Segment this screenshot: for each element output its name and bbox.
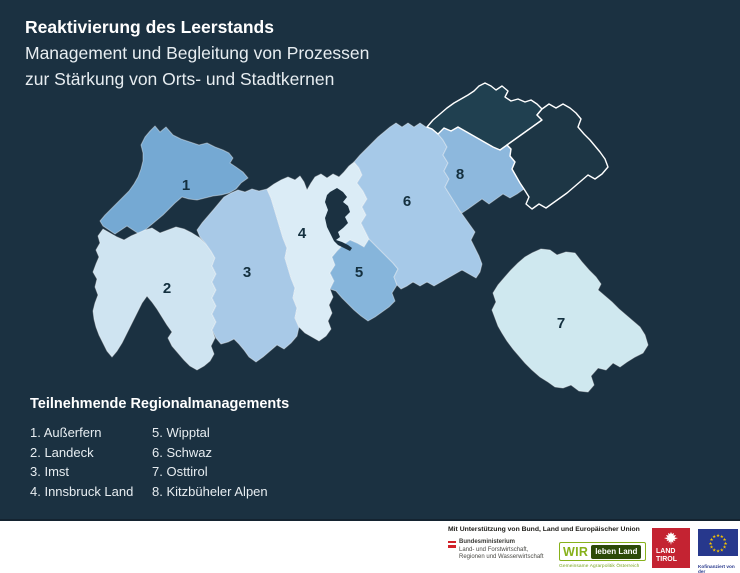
legend-item-landeck: 2. Landeck: [30, 444, 94, 460]
map-label-2: 2: [163, 280, 171, 297]
ministry-name: Bundesministerium: [459, 539, 516, 545]
map-label-4: 4: [298, 225, 307, 242]
support-statement: Mit Unterstützung von Bund, Land und Eur…: [448, 526, 640, 533]
legend: Teilnehmende Regionalmanagements 1. Auße…: [30, 396, 289, 501]
map-label-6: 6: [403, 193, 411, 210]
region-1-ausserfern: [99, 125, 249, 235]
eu-logo: ★ ★ ★ ★ ★ ★ ★ ★ ★ ★ ★ ★ Kofinanziert von…: [698, 529, 738, 573]
legend-item-kitzbueheler-alpen: 8. Kitzbüheler Alpen: [152, 483, 268, 499]
eu-star-icon: ★: [723, 541, 727, 547]
map-label-3: 3: [243, 264, 251, 281]
legend-item-imst: 3. Imst: [30, 464, 70, 479]
innsbruck-city-cutout: [325, 188, 352, 251]
title-block: Reaktivierung des Leerstands Management …: [25, 14, 369, 92]
eu-star-icon: ★: [720, 547, 724, 553]
region-2-landeck: [92, 226, 217, 371]
austria-flag-icon: [448, 541, 456, 548]
legend-item-schwaz: 6. Schwaz: [152, 444, 212, 460]
map-label-7: 7: [557, 315, 565, 332]
region-6-schwaz: [353, 122, 483, 290]
subtitle-line-2: zur Stärkung von Orts- und Stadtkernen: [25, 69, 335, 89]
map-label-1: 1: [182, 177, 190, 194]
eu-star-icon: ★: [722, 545, 726, 551]
eu-star-icon: ★: [722, 537, 726, 543]
eu-star-icon: ★: [709, 545, 713, 551]
eu-star-icon: ★: [712, 534, 716, 540]
ministry-dept-line-1: Land- und Forstwirtschaft,: [459, 546, 529, 553]
legend-item-wipptal: 5. Wipptal: [152, 425, 210, 440]
eu-star-icon: ★: [716, 548, 720, 554]
wir-tagline: leben Land: [591, 544, 642, 559]
page-title: Reaktivierung des Leerstands: [25, 17, 274, 37]
eu-star-icon: ★: [708, 541, 712, 547]
legend-title: Teilnehmende Regionalmanagements: [30, 396, 290, 412]
map-label-8: 8: [456, 166, 464, 183]
legend-item-osttirol: 7. Osttirol: [152, 464, 208, 479]
tirol-word-land: LAND: [656, 548, 676, 555]
wir-subtitle: Gemeinsame Agrarpolitik Österreich: [559, 563, 640, 569]
eu-star-icon: ★: [720, 534, 724, 540]
ministry-dept-line-2: Regionen und Wasserwirtschaft: [459, 554, 544, 561]
wir-wordmark: WIR: [563, 544, 589, 559]
tirol-word-tirol: TIROL: [656, 556, 677, 563]
region-nonparticipating-right: [506, 103, 609, 210]
wir-leben-land-logo: WIR leben Land Gemeinsame Agrarpolitik Ö…: [559, 542, 646, 569]
region-7-osttirol: [491, 248, 649, 393]
eu-star-icon: ★: [712, 547, 716, 553]
legend-item-ausserfern: 1. Außerfern: [30, 425, 102, 440]
region-5-wipptal: [329, 238, 399, 322]
map-label-5: 5: [355, 264, 363, 281]
eu-star-icon: ★: [709, 537, 713, 543]
land-tirol-logo: LAND TIROL: [652, 528, 690, 568]
ministry-logo: Bundesministerium Land- und Forstwirtsch…: [448, 539, 543, 562]
legend-item-innsbruck-land: 4. Innsbruck Land: [30, 483, 134, 499]
region-nonparticipating-upper: [426, 82, 543, 151]
subtitle-line-1: Management und Begleitung von Prozessen: [25, 43, 370, 63]
tirol-eagle-icon: [664, 532, 678, 545]
eu-flag-icon: ★ ★ ★ ★ ★ ★ ★ ★ ★ ★ ★ ★: [698, 529, 738, 556]
eu-caption-line-1: Kofinanziert von der: [698, 563, 735, 573]
eu-star-icon: ★: [716, 533, 720, 539]
footer-bar: Mit Unterstützung von Bund, Land und Eur…: [0, 519, 740, 573]
